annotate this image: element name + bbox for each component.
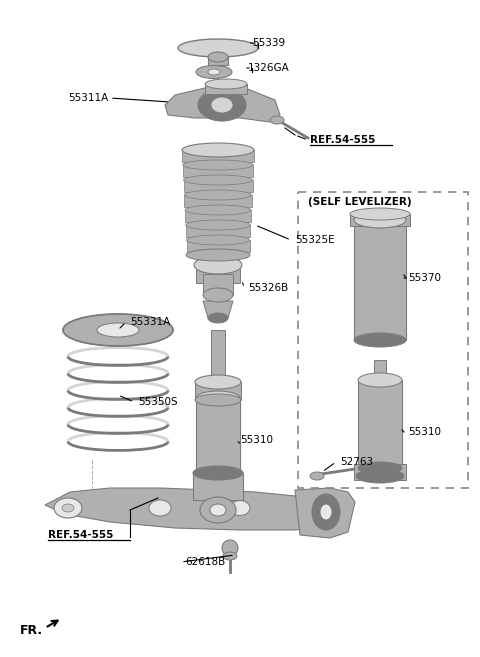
Ellipse shape [97,323,139,337]
Ellipse shape [178,39,258,57]
Ellipse shape [62,504,74,512]
Ellipse shape [312,494,340,530]
Bar [208,57,228,65]
Ellipse shape [354,333,406,347]
Ellipse shape [208,52,228,62]
Bar [193,473,243,500]
Bar [203,274,233,295]
Bar [358,380,402,468]
Ellipse shape [186,249,250,261]
Text: 1326GA: 1326GA [248,63,290,73]
Ellipse shape [196,391,240,405]
Text: (SELF LEVELIZER): (SELF LEVELIZER) [308,197,412,207]
Bar [182,150,254,162]
Ellipse shape [320,504,332,520]
Bar [186,225,250,237]
Bar [354,220,406,340]
Text: 55326B: 55326B [248,283,288,293]
Ellipse shape [193,466,243,480]
Ellipse shape [185,205,251,215]
Ellipse shape [356,469,404,483]
Ellipse shape [186,220,250,230]
Ellipse shape [222,540,238,556]
Ellipse shape [182,143,254,157]
Text: REF.54-555: REF.54-555 [48,530,113,540]
Ellipse shape [310,472,324,480]
Ellipse shape [196,66,232,78]
Ellipse shape [198,89,246,121]
Bar [196,265,240,283]
Text: 55310: 55310 [408,427,441,437]
Ellipse shape [183,175,252,185]
Ellipse shape [208,69,220,75]
Bar [374,360,386,382]
Bar [196,398,240,475]
Ellipse shape [187,235,250,245]
Text: 55331A: 55331A [130,317,170,327]
Text: 52763: 52763 [340,457,373,467]
Bar [185,210,251,222]
Text: 62618B: 62618B [185,557,225,567]
Ellipse shape [195,375,241,389]
Ellipse shape [182,145,254,155]
Ellipse shape [208,313,228,323]
Bar [184,195,252,208]
Ellipse shape [354,212,406,228]
Ellipse shape [211,97,233,113]
Text: 55339: 55339 [252,38,285,48]
Bar [350,214,410,226]
Bar [183,165,253,177]
Text: FR.: FR. [20,623,43,637]
Bar [211,330,225,385]
Ellipse shape [358,373,402,387]
Text: 55325E: 55325E [295,235,335,245]
Polygon shape [295,488,355,538]
Ellipse shape [200,497,236,523]
Ellipse shape [54,498,82,518]
Ellipse shape [230,501,250,516]
Ellipse shape [350,208,410,220]
Ellipse shape [149,500,171,516]
Polygon shape [45,488,340,530]
Text: 55310: 55310 [240,435,273,445]
Polygon shape [203,301,233,318]
Ellipse shape [203,288,233,302]
Ellipse shape [184,190,252,200]
Ellipse shape [195,394,241,406]
Text: 55350S: 55350S [138,397,178,407]
Ellipse shape [223,552,237,560]
Text: 55311A: 55311A [68,93,108,103]
Ellipse shape [196,469,240,481]
Ellipse shape [270,116,284,124]
Ellipse shape [194,256,242,274]
Ellipse shape [210,504,226,516]
Bar [354,464,406,480]
Polygon shape [165,88,280,122]
Text: REF.54-555: REF.54-555 [310,135,375,145]
Bar [195,382,241,400]
Ellipse shape [63,314,173,346]
Ellipse shape [183,160,253,170]
Text: 55370: 55370 [408,273,441,283]
Ellipse shape [358,462,402,474]
Bar [205,84,247,94]
Ellipse shape [205,79,247,89]
Bar [187,240,250,252]
Bar [183,180,252,193]
